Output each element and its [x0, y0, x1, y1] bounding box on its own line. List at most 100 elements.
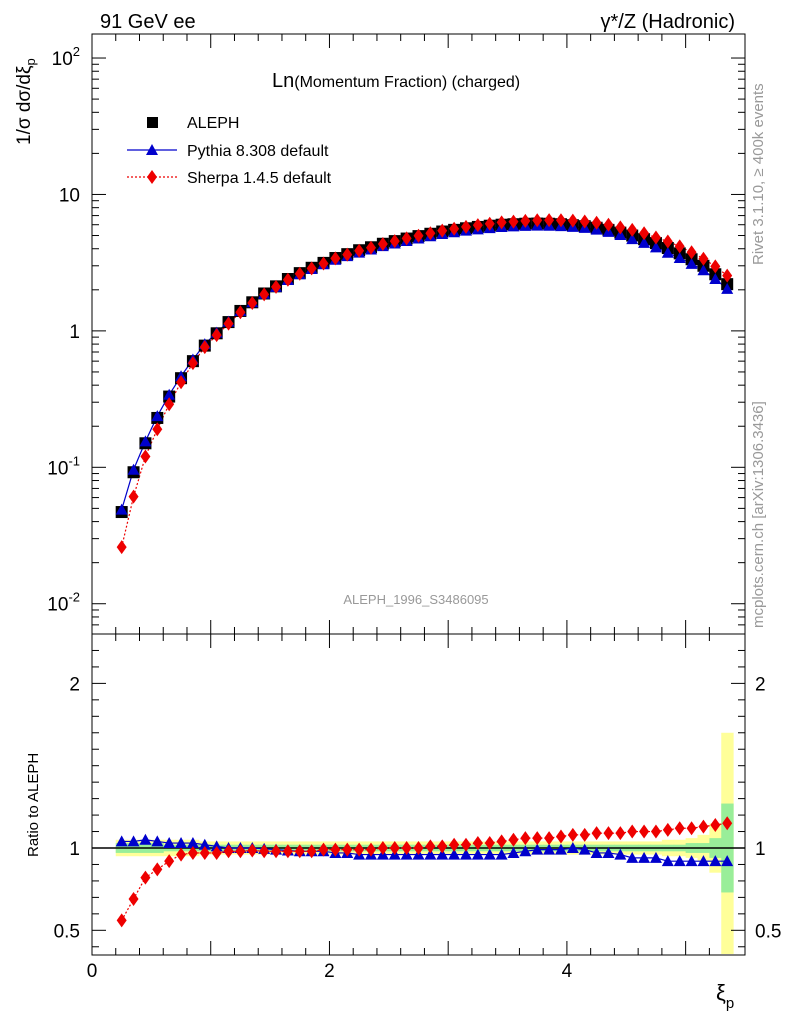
main-point-2: [176, 375, 187, 390]
main-point-2: [330, 251, 341, 266]
main-point-2: [662, 234, 673, 249]
ratio-point-1: [615, 826, 626, 841]
main-point-1: [139, 435, 152, 447]
main-point-2: [389, 234, 400, 249]
ratio-point-1: [389, 841, 400, 855]
main-point-2: [710, 259, 721, 274]
ratio-point-0: [519, 845, 532, 857]
ratio-point-0: [507, 846, 520, 858]
ratio-point-0: [578, 843, 591, 855]
main-point-1: [163, 388, 176, 400]
ratio-point-1: [567, 827, 578, 842]
main-point-1: [127, 463, 140, 475]
main-point-2: [615, 220, 626, 235]
ratio-point-1: [544, 831, 555, 846]
ratio-point-0: [459, 848, 472, 860]
ratio-point-1: [437, 839, 448, 854]
ratio-point-0: [531, 843, 544, 855]
main-point-2: [318, 256, 329, 271]
ratio-ytick-label: 0.5: [54, 921, 80, 942]
mcplots-label: mcplots.cern.ch [arXiv:1306.3436]: [750, 401, 767, 628]
ratio-point-1: [116, 913, 127, 928]
ratio-point-1: [710, 817, 721, 832]
ratio-point-1: [259, 844, 270, 859]
ratio-point-0: [210, 840, 223, 852]
main-point-2: [211, 328, 222, 343]
main-point-2: [247, 296, 258, 311]
ratio-point-0: [151, 835, 164, 847]
xtick-label: 0: [87, 961, 98, 982]
ratio-point-1: [235, 844, 246, 859]
ratio-point-0: [163, 837, 176, 849]
ratio-point-1: [591, 826, 602, 841]
ratio-point-0: [685, 855, 698, 867]
ratio-point-1: [555, 829, 566, 844]
ratio-point-0: [471, 848, 484, 860]
main-point-2: [306, 261, 317, 276]
main-point-2: [401, 231, 412, 246]
ratio-point-1: [662, 822, 673, 837]
main-point-2: [425, 226, 436, 241]
ratio-point-1: [603, 826, 614, 841]
ratio-point-0: [424, 848, 437, 860]
main-point-2: [650, 230, 661, 245]
main-point-2: [484, 216, 495, 231]
header-right-label: γ*/Z (Hadronic): [601, 11, 735, 33]
ratio-point-1: [722, 816, 733, 831]
legend-aleph-label: ALEPH: [187, 115, 239, 132]
ratio-point-0: [673, 855, 686, 867]
ratio-panel-frame: [91, 633, 746, 956]
ratio-ytick-label-right: 2: [755, 674, 766, 695]
ratio-point-1: [377, 841, 388, 855]
ratio-point-1: [472, 836, 483, 851]
main-point-2: [259, 287, 270, 302]
main-point-1: [649, 241, 662, 253]
ratio-point-0: [626, 851, 639, 863]
ratio-point-1: [199, 845, 210, 860]
ratio-ytick-label-right: 0.5: [755, 921, 781, 942]
main-point-2: [342, 247, 353, 262]
main-ylabel: 1/σ dσ/dξp: [14, 58, 38, 145]
ratio-point-1: [342, 842, 353, 857]
legend-aleph-marker: [147, 117, 158, 128]
main-point-2: [460, 219, 471, 234]
main-point-1: [661, 246, 674, 258]
ratio-ytick-label: 1: [69, 839, 80, 860]
ratio-point-1: [306, 844, 317, 859]
xtick-label: 2: [324, 961, 335, 982]
ratio-point-0: [127, 835, 140, 847]
main-line-1: [121, 225, 728, 510]
ratio-point-1: [187, 845, 198, 860]
main-point-2: [698, 251, 709, 266]
legend-pythia-label: Pythia 8.308 default: [187, 143, 329, 160]
ratio-point-0: [436, 848, 449, 860]
ratio-point-0: [638, 851, 651, 863]
main-point-2: [152, 422, 163, 437]
main-point-2: [686, 245, 697, 260]
ratio-line-0: [121, 839, 728, 862]
ratio-point-0: [649, 851, 662, 863]
main-point-1: [721, 282, 734, 294]
ratio-point-1: [639, 824, 650, 839]
ratio-point-1: [674, 821, 685, 836]
main-point-1: [614, 229, 627, 241]
ratio-point-1: [271, 844, 282, 859]
main-point-2: [128, 489, 139, 504]
ratio-point-1: [247, 843, 258, 858]
main-point-1: [638, 236, 651, 248]
ratio-point-1: [496, 834, 507, 849]
ratio-point-1: [223, 844, 234, 859]
main-point-2: [639, 226, 650, 241]
main-point-2: [674, 239, 685, 254]
ratio-point-1: [520, 831, 531, 846]
ratio-point-1: [460, 837, 471, 852]
ratio-point-0: [709, 855, 722, 867]
main-point-2: [271, 279, 282, 294]
ratio-point-1: [532, 831, 543, 846]
ratio-point-0: [483, 848, 496, 860]
plot-title-main: Ln: [272, 70, 294, 92]
ratio-point-0: [198, 838, 211, 850]
ratio-point-1: [211, 845, 222, 860]
ratio-point-1: [128, 892, 139, 907]
ratio-point-1: [330, 842, 341, 857]
